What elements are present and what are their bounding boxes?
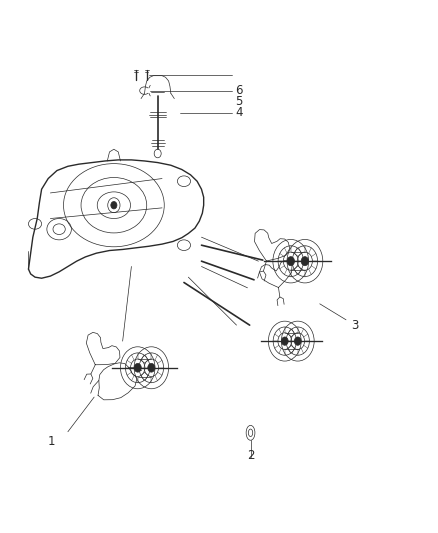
Circle shape <box>301 257 309 266</box>
Text: 6: 6 <box>235 84 243 97</box>
Text: 5: 5 <box>235 95 242 108</box>
Circle shape <box>108 198 120 213</box>
Text: 4: 4 <box>235 107 243 119</box>
Circle shape <box>294 337 301 345</box>
Text: 2: 2 <box>247 449 254 462</box>
Text: 3: 3 <box>351 319 358 332</box>
Circle shape <box>281 337 288 345</box>
Text: 1: 1 <box>48 435 56 448</box>
Circle shape <box>111 201 117 209</box>
Circle shape <box>287 257 294 266</box>
Circle shape <box>148 364 155 372</box>
Circle shape <box>134 364 141 372</box>
